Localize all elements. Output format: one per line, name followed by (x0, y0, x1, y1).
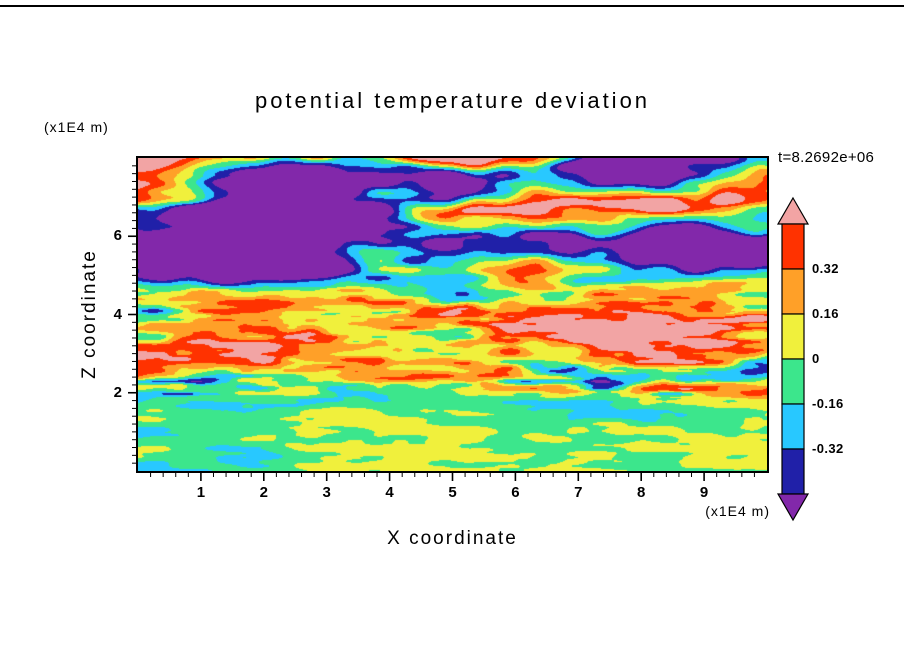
x-tick-label: 3 (322, 484, 331, 501)
colorbar-tick-label: -0.32 (812, 441, 844, 456)
colorbar (776, 196, 810, 522)
z-tick-label: 4 (113, 305, 122, 323)
chart-title: potential temperature deviation (254, 88, 651, 113)
x-tick-label: 6 (511, 484, 520, 501)
x-tick-label: 1 (196, 484, 206, 501)
z-axis-unit-label: (x1E4 m) (44, 119, 109, 135)
x-axis-unit-label: (x1E4 m) (705, 503, 770, 519)
z-tick-label: 6 (113, 227, 122, 245)
contour-field (138, 158, 767, 471)
x-tick-label: 4 (385, 484, 394, 501)
x-tick-label: 9 (699, 484, 709, 501)
window-top-border (0, 5, 904, 7)
x-tick-label: 2 (259, 484, 268, 501)
colorbar-tick-label: -0.16 (812, 396, 844, 411)
plot-frame (136, 156, 769, 473)
time-annotation: t=8.2692e+06 (778, 149, 875, 166)
z-tick-label: 2 (113, 383, 122, 401)
colorbar-tick-label: 0.32 (812, 261, 839, 276)
colorbar-tick-label: 0.16 (812, 306, 839, 321)
x-tick-label: 8 (637, 484, 646, 501)
colorbar-tick-label: 0 (812, 351, 820, 366)
x-axis-title: X coordinate (387, 528, 518, 549)
x-tick-label: 7 (574, 484, 583, 501)
x-tick-label: 5 (448, 484, 457, 501)
